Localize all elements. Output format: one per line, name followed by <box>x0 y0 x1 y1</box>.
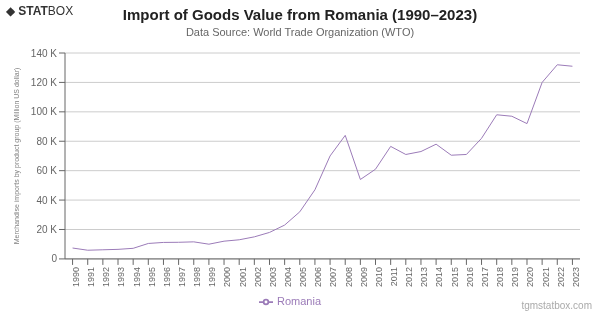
svg-text:2005: 2005 <box>298 267 308 287</box>
svg-text:2015: 2015 <box>450 267 460 287</box>
svg-text:2016: 2016 <box>465 267 475 287</box>
svg-text:2021: 2021 <box>541 267 551 287</box>
svg-text:140 K: 140 K <box>31 48 57 59</box>
svg-text:1999: 1999 <box>207 267 217 287</box>
svg-text:0: 0 <box>51 253 57 264</box>
svg-text:2010: 2010 <box>374 267 384 287</box>
html-text:◆ STAT BOX: ◆ STAT BOX <box>6 4 74 18</box>
html-text:tgmstatbox.com: tgmstatbox.com <box>521 300 592 311</box>
svg-text:1996: 1996 <box>162 267 172 287</box>
html-text:Import of Goods Value from Rom: Import of Goods Value from Romania (1990… <box>122 6 478 23</box>
svg-text:2020: 2020 <box>525 267 535 287</box>
svg-text:60 K: 60 K <box>36 165 57 176</box>
svg-text:2006: 2006 <box>313 267 323 287</box>
svg-text:1992: 1992 <box>101 267 111 287</box>
svg-text:1990: 1990 <box>71 267 81 287</box>
svg-text:20 K: 20 K <box>36 224 57 235</box>
svg-text:2023: 2023 <box>571 267 581 287</box>
svg-text:2013: 2013 <box>419 267 429 287</box>
svg-text:1998: 1998 <box>192 267 202 287</box>
html-text:Romania: Romania <box>277 294 321 307</box>
svg-text:1994: 1994 <box>132 267 142 287</box>
svg-text:2003: 2003 <box>268 267 278 287</box>
svg-text:2001: 2001 <box>238 267 248 287</box>
svg-text:2022: 2022 <box>556 267 566 287</box>
svg-text:2007: 2007 <box>328 267 338 287</box>
svg-text:1997: 1997 <box>177 267 187 287</box>
svg-text:1993: 1993 <box>116 267 126 287</box>
svg-text:120 K: 120 K <box>31 77 57 88</box>
html-text:Data Source: World Trade Organ: Data Source: World Trade Organization (W… <box>185 26 415 38</box>
svg-text:2008: 2008 <box>344 267 354 287</box>
svg-text:2018: 2018 <box>495 267 505 287</box>
svg-text:Merchandise imports by product: Merchandise imports by product group (Mi… <box>13 68 21 245</box>
svg-text:2014: 2014 <box>434 267 444 287</box>
svg-text:100 K: 100 K <box>31 106 57 117</box>
svg-text:2002: 2002 <box>253 267 263 287</box>
svg-text:2017: 2017 <box>480 267 490 287</box>
svg-text:2000: 2000 <box>222 267 232 287</box>
svg-text:2009: 2009 <box>359 267 369 287</box>
svg-text:40 K: 40 K <box>36 195 57 206</box>
svg-text:2012: 2012 <box>404 267 414 287</box>
svg-text:1991: 1991 <box>86 267 96 287</box>
svg-text:2011: 2011 <box>389 267 399 286</box>
svg-text:80 K: 80 K <box>36 136 57 147</box>
svg-text:2019: 2019 <box>510 267 520 287</box>
svg-text:2004: 2004 <box>283 267 293 287</box>
svg-text:1995: 1995 <box>147 267 157 287</box>
